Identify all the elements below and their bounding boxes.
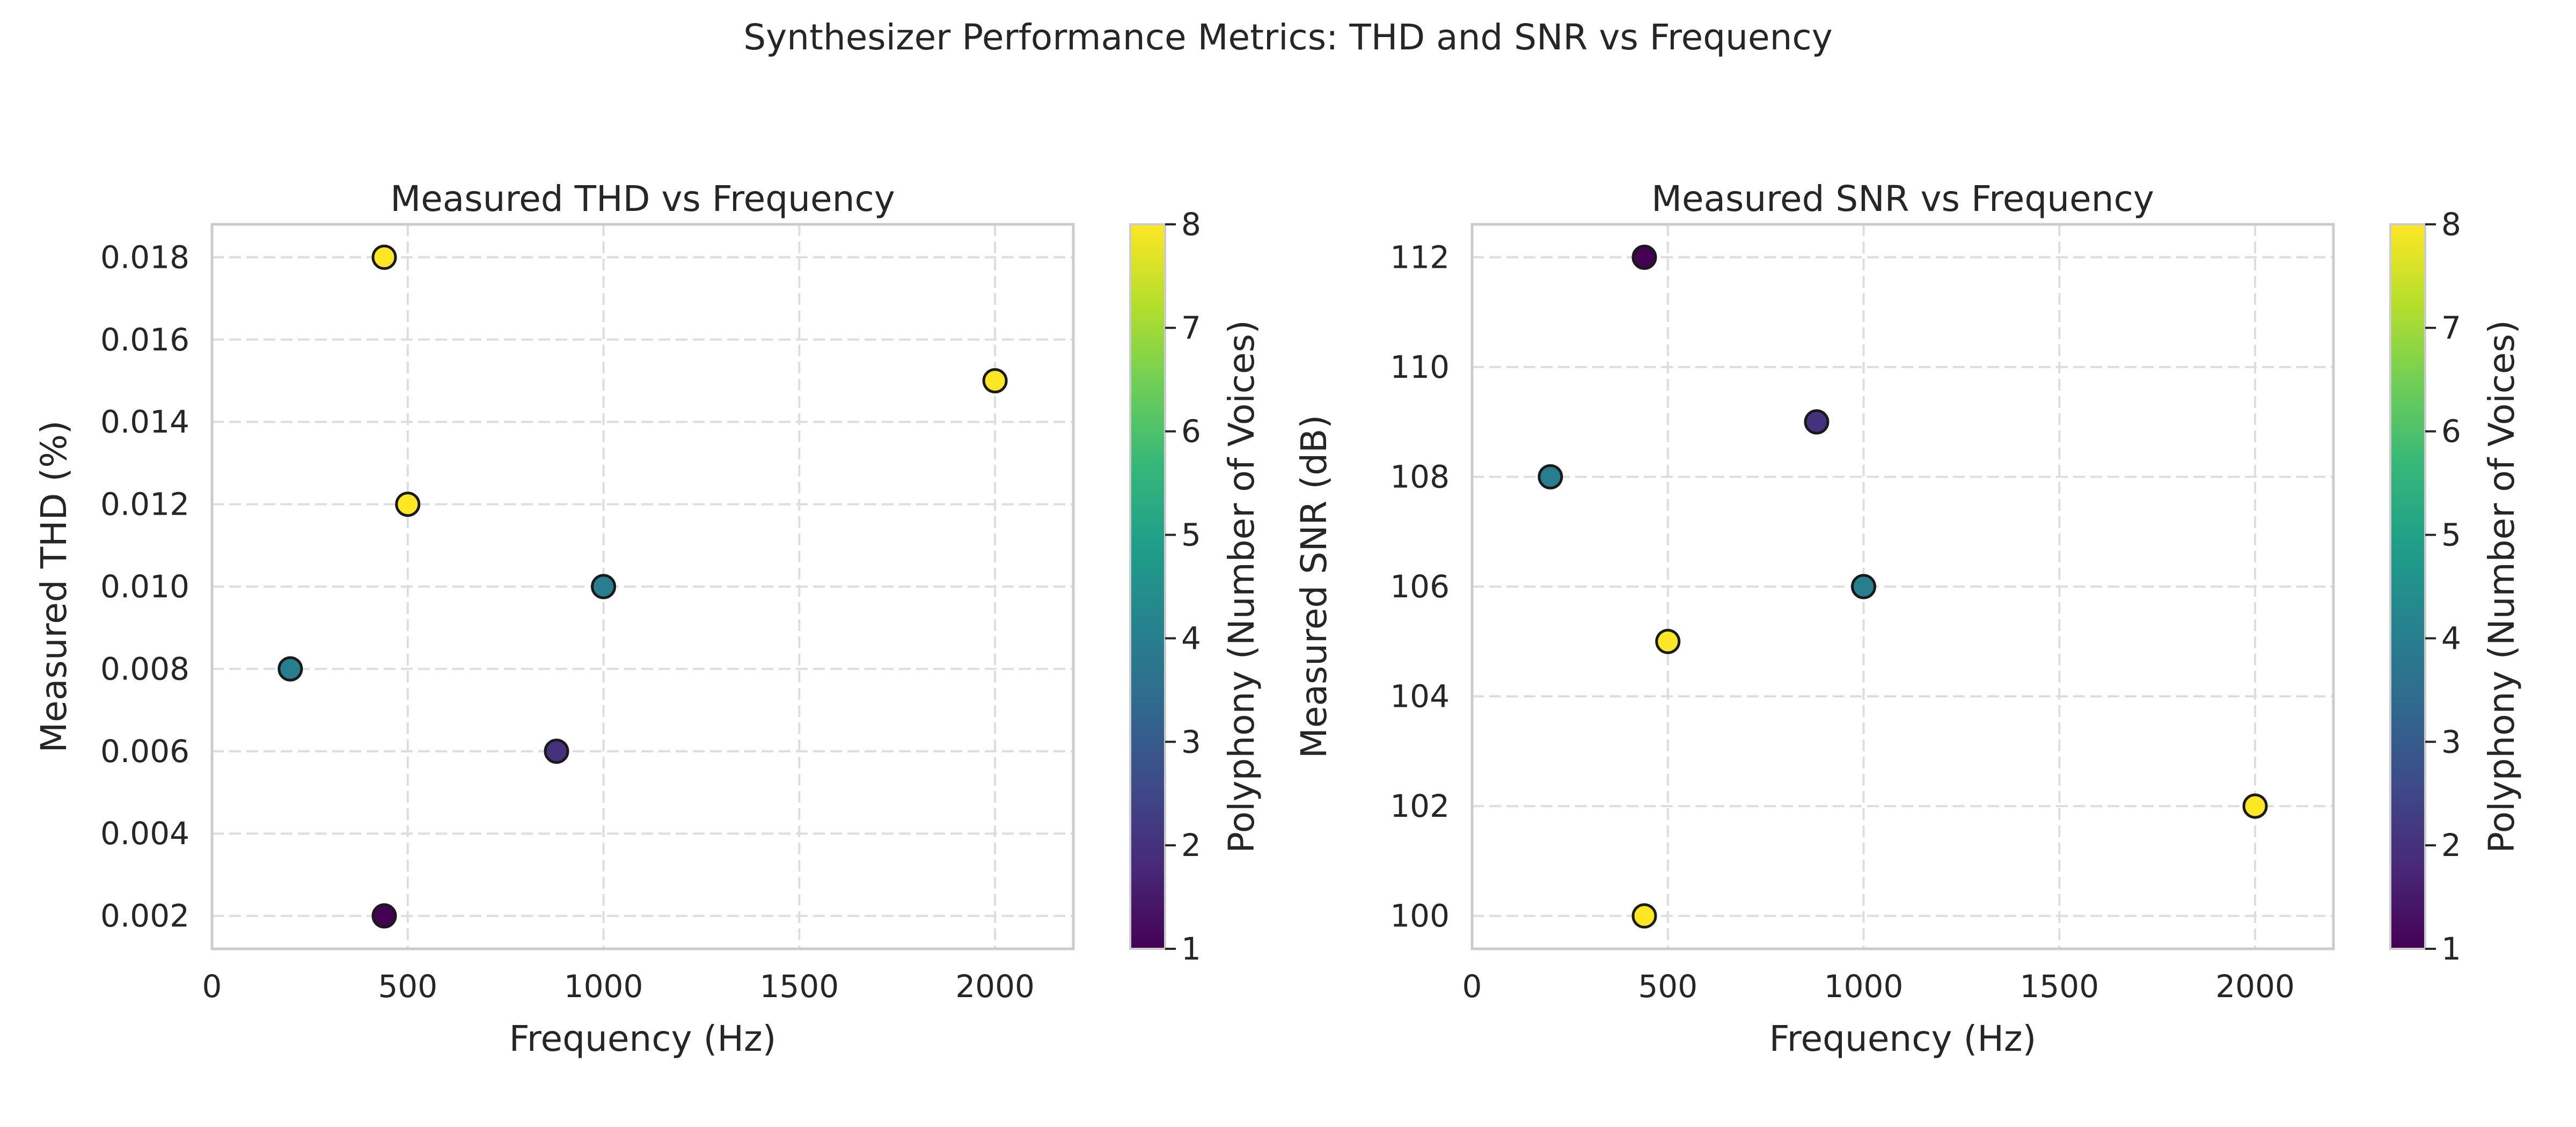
x-tick-label: 2000 (2215, 968, 2295, 1005)
snr-panel: 0 500 1000 1500 2000 100 102 104 106 108 110 112 Mea… (1293, 178, 2522, 1059)
colorbar-tick-label: 2 (2441, 827, 2461, 863)
x-tick-label: 500 (1638, 968, 1697, 1005)
y-tick-label: 0.012 (100, 486, 189, 523)
y-tick-label: 0.010 (100, 568, 189, 605)
colorbar-frame (2389, 223, 2426, 950)
y-tick-label: 104 (1390, 678, 1450, 715)
y-tick-label: 0.018 (100, 239, 189, 275)
y-tick-label: 100 (1390, 898, 1450, 934)
data-point (1538, 464, 1563, 489)
data-point (591, 574, 617, 599)
data-point (277, 656, 303, 682)
plot-frame (1470, 223, 2335, 950)
data-point (371, 244, 397, 270)
colorbar-label: Polyphony (Number of Voices) (2481, 320, 2522, 853)
x-tick-label: 1000 (564, 968, 643, 1005)
colorbar-tick-label: 1 (2441, 931, 2461, 967)
data-point (1655, 628, 1681, 654)
y-axis-label: Measured SNR (dB) (1293, 415, 1335, 758)
colorbar-tick-label: 4 (2441, 620, 2461, 656)
y-tick-label: 0.004 (100, 815, 189, 852)
figure-title: Synthesizer Performance Metrics: THD and… (743, 17, 1833, 58)
colorbar-frame (1129, 223, 1166, 950)
colorbar-tick-label: 5 (1181, 517, 1201, 553)
y-axis-label: Measured THD (%) (33, 420, 75, 752)
x-tick-label: 2000 (955, 968, 1035, 1005)
data-point (2242, 793, 2268, 819)
y-tick-label: 0.016 (100, 321, 189, 358)
x-axis-label: Frequency (Hz) (509, 1018, 777, 1059)
colorbar-tick-label: 6 (1181, 413, 1201, 450)
colorbar-tick-label: 5 (2441, 517, 2461, 553)
colorbar-tick-label: 8 (2441, 206, 2461, 243)
colorbar-tick-label: 6 (2441, 413, 2461, 450)
colorbar (1130, 224, 1165, 949)
y-tick-label: 0.006 (100, 733, 189, 770)
plot-title: Measured SNR vs Frequency (1651, 178, 2154, 219)
colorbar-tick-label: 7 (2441, 310, 2461, 346)
y-tick-label: 108 (1390, 458, 1450, 495)
colorbar (2390, 224, 2425, 949)
y-tick-label: 0.008 (100, 650, 189, 687)
colorbar-tick-label: 4 (1181, 620, 1201, 656)
y-tick-label: 110 (1390, 349, 1450, 385)
x-tick-label: 0 (1462, 968, 1482, 1005)
plot-frame (210, 223, 1075, 950)
colorbar-tick-label: 2 (1181, 827, 1201, 863)
colorbar-tick-label: 3 (2441, 723, 2461, 760)
thd-panel: 0 500 1000 1500 2000 0.002 0.004 0.006 0.008 0.01… (33, 178, 1262, 1059)
colorbar-tick-label: 1 (1181, 931, 1201, 967)
data-point (395, 492, 421, 517)
x-tick-label: 1000 (1824, 968, 1904, 1005)
colorbar-tick-label: 8 (1181, 206, 1201, 243)
x-tick-label: 500 (378, 968, 437, 1005)
data-point (1631, 244, 1657, 270)
colorbar-label: Polyphony (Number of Voices) (1221, 320, 1262, 853)
y-tick-label: 112 (1390, 239, 1450, 275)
colorbar-tick-label: 3 (1181, 723, 1201, 760)
y-tick-label: 102 (1390, 788, 1450, 824)
x-tick-label: 1500 (760, 968, 839, 1005)
x-axis-label: Frequency (Hz) (1769, 1018, 2037, 1059)
x-tick-label: 0 (202, 968, 222, 1005)
y-tick-label: 0.002 (100, 898, 189, 934)
y-tick-label: 0.014 (100, 404, 189, 440)
data-point (1631, 903, 1657, 929)
data-point (544, 738, 569, 764)
y-tick-label: 106 (1390, 568, 1450, 605)
x-tick-label: 1500 (2020, 968, 2099, 1005)
colorbar-tick-label: 7 (1181, 310, 1201, 346)
data-point (1804, 409, 1829, 435)
data-point (1851, 574, 1877, 599)
plot-title: Measured THD vs Frequency (390, 178, 895, 219)
data-point (982, 368, 1008, 393)
data-point (371, 903, 397, 929)
